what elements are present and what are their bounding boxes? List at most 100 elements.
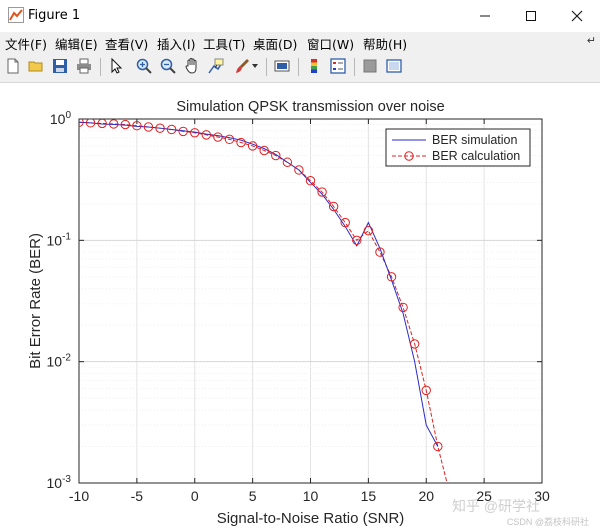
matlab-figure-icon bbox=[8, 7, 24, 23]
window-title: Figure 1 bbox=[28, 8, 81, 23]
brush-dropdown-icon bbox=[252, 64, 258, 68]
data-point-ber-calculation bbox=[120, 119, 131, 130]
colorbar-button[interactable] bbox=[304, 56, 324, 76]
x-tick-label: 20 bbox=[418, 488, 434, 504]
data-point-ber-calculation bbox=[317, 187, 327, 197]
menu-file[interactable]: 文件(F) bbox=[5, 37, 47, 52]
y-tick-label: 100 bbox=[50, 110, 72, 127]
hide-plot-tools-button[interactable] bbox=[360, 56, 380, 76]
zoom-in-icon bbox=[136, 58, 152, 74]
legend-marker-ber-calculation bbox=[404, 151, 414, 161]
brush-button[interactable] bbox=[232, 56, 252, 76]
x-tick-label: 0 bbox=[191, 488, 199, 504]
x-tick-label: 15 bbox=[361, 488, 377, 504]
watermark-zhihu: 知乎 @研学社 bbox=[452, 498, 540, 514]
toolbar-separator bbox=[354, 58, 355, 76]
toolbar-separator bbox=[298, 58, 299, 76]
data-point-ber-calculation bbox=[282, 157, 293, 167]
close-button[interactable] bbox=[554, 0, 600, 32]
minimize-button[interactable] bbox=[462, 0, 508, 32]
x-tick-label: 5 bbox=[249, 488, 257, 504]
data-cursor-icon bbox=[208, 58, 224, 74]
menu-desktop[interactable]: 桌面(D) bbox=[253, 37, 298, 52]
show-plot-tools-icon bbox=[386, 59, 402, 73]
open-button[interactable] bbox=[26, 56, 46, 76]
dock-arrow-icon[interactable]: ↵ bbox=[586, 34, 596, 47]
data-point-ber-calculation bbox=[97, 119, 107, 129]
zoom-out-button[interactable] bbox=[158, 56, 178, 76]
data-point-ber-calculation bbox=[236, 137, 246, 148]
data-point-ber-calculation bbox=[178, 126, 188, 137]
save-icon bbox=[53, 59, 67, 73]
data-point-ber-calculation bbox=[155, 123, 165, 133]
print-icon bbox=[77, 58, 91, 74]
data-point-ber-calculation bbox=[328, 201, 339, 212]
brush-dropdown-button[interactable] bbox=[250, 56, 260, 76]
x-tick-label: 10 bbox=[303, 488, 319, 504]
legend-label-ber-calculation: BER calculation bbox=[432, 149, 520, 163]
toolbar-separator bbox=[266, 58, 267, 76]
pan-button[interactable] bbox=[182, 56, 202, 76]
data-point-ber-calculation bbox=[213, 132, 223, 142]
data-point-ber-calculation bbox=[409, 339, 420, 349]
data-point-ber-calculation bbox=[79, 119, 84, 127]
menu-view[interactable]: 查看(V) bbox=[105, 37, 149, 52]
data-point-ber-calculation bbox=[166, 124, 177, 135]
maximize-button[interactable] bbox=[508, 0, 554, 32]
data-point-ber-calculation bbox=[340, 217, 350, 228]
data-point-ber-calculation bbox=[363, 226, 374, 236]
brush-icon bbox=[236, 59, 249, 73]
link-plot-button[interactable] bbox=[272, 56, 292, 76]
x-tick-label: 25 bbox=[476, 488, 492, 504]
chart-title: Simulation QPSK transmission over noise bbox=[176, 99, 444, 115]
legend-label-ber-simulation: BER simulation bbox=[432, 133, 517, 147]
pointer-icon bbox=[111, 57, 123, 74]
legend-icon bbox=[330, 58, 346, 74]
menu-edit[interactable]: 编辑(E) bbox=[55, 37, 98, 52]
new-figure-button[interactable] bbox=[3, 56, 23, 76]
series-line-ber-simulation bbox=[79, 121, 439, 447]
minimize-icon bbox=[480, 15, 490, 17]
menu-window[interactable]: 窗口(W) bbox=[307, 37, 355, 52]
data-point-ber-calculation bbox=[132, 121, 142, 131]
maximize-icon bbox=[526, 11, 536, 21]
zoom-in-button[interactable] bbox=[134, 56, 154, 76]
data-point-ber-calculation bbox=[259, 145, 269, 156]
title-bar: Figure 1 bbox=[0, 0, 600, 33]
hide-plot-tools-icon bbox=[363, 59, 377, 73]
data-point-ber-calculation bbox=[224, 134, 235, 145]
data-point-ber-calculation bbox=[375, 247, 385, 257]
data-point-ber-calculation bbox=[247, 141, 258, 151]
show-plot-tools-button[interactable] bbox=[384, 56, 404, 76]
pointer-button[interactable] bbox=[106, 56, 126, 76]
x-axis-label: Signal-to-Noise Ratio (SNR) bbox=[217, 510, 405, 527]
toolbar bbox=[0, 52, 600, 83]
x-tick-label: 30 bbox=[534, 488, 550, 504]
open-icon bbox=[28, 61, 43, 72]
data-point-ber-calculation bbox=[109, 119, 119, 129]
ber-chart: -10 -5 0 5 10 15 20 25 30 100 10-1 10-2 10-3 Simulati… bbox=[27, 99, 589, 527]
data-point-ber-calculation bbox=[386, 272, 397, 282]
data-point-ber-calculation bbox=[398, 302, 408, 313]
watermark-csdn: CSDN @荔枝科研社 bbox=[507, 516, 589, 527]
menu-tools[interactable]: 工具(T) bbox=[203, 37, 246, 52]
menu-help[interactable]: 帮助(H) bbox=[363, 37, 408, 52]
y-tick-label: 10-1 bbox=[47, 231, 72, 248]
toolbar-separator bbox=[100, 58, 101, 76]
y-axis-label: Bit Error Rate (BER) bbox=[27, 233, 44, 369]
data-point-ber-calculation bbox=[421, 385, 431, 396]
y-tick-label: 10-2 bbox=[47, 353, 72, 370]
data-point-ber-calculation bbox=[305, 176, 316, 186]
data-point-ber-calculation bbox=[271, 150, 281, 161]
data-point-ber-calculation bbox=[143, 122, 154, 132]
data-cursor-button[interactable] bbox=[206, 56, 226, 76]
data-point-ber-calculation bbox=[433, 441, 443, 452]
save-button[interactable] bbox=[50, 56, 70, 76]
new-figure-icon bbox=[7, 58, 19, 74]
data-point-ber-calculation bbox=[352, 235, 362, 246]
menu-insert[interactable]: 插入(I) bbox=[157, 37, 196, 52]
print-button[interactable] bbox=[74, 56, 94, 76]
pan-icon bbox=[185, 57, 197, 74]
data-point-ber-calculation bbox=[85, 119, 96, 128]
legend-button[interactable] bbox=[328, 56, 348, 76]
